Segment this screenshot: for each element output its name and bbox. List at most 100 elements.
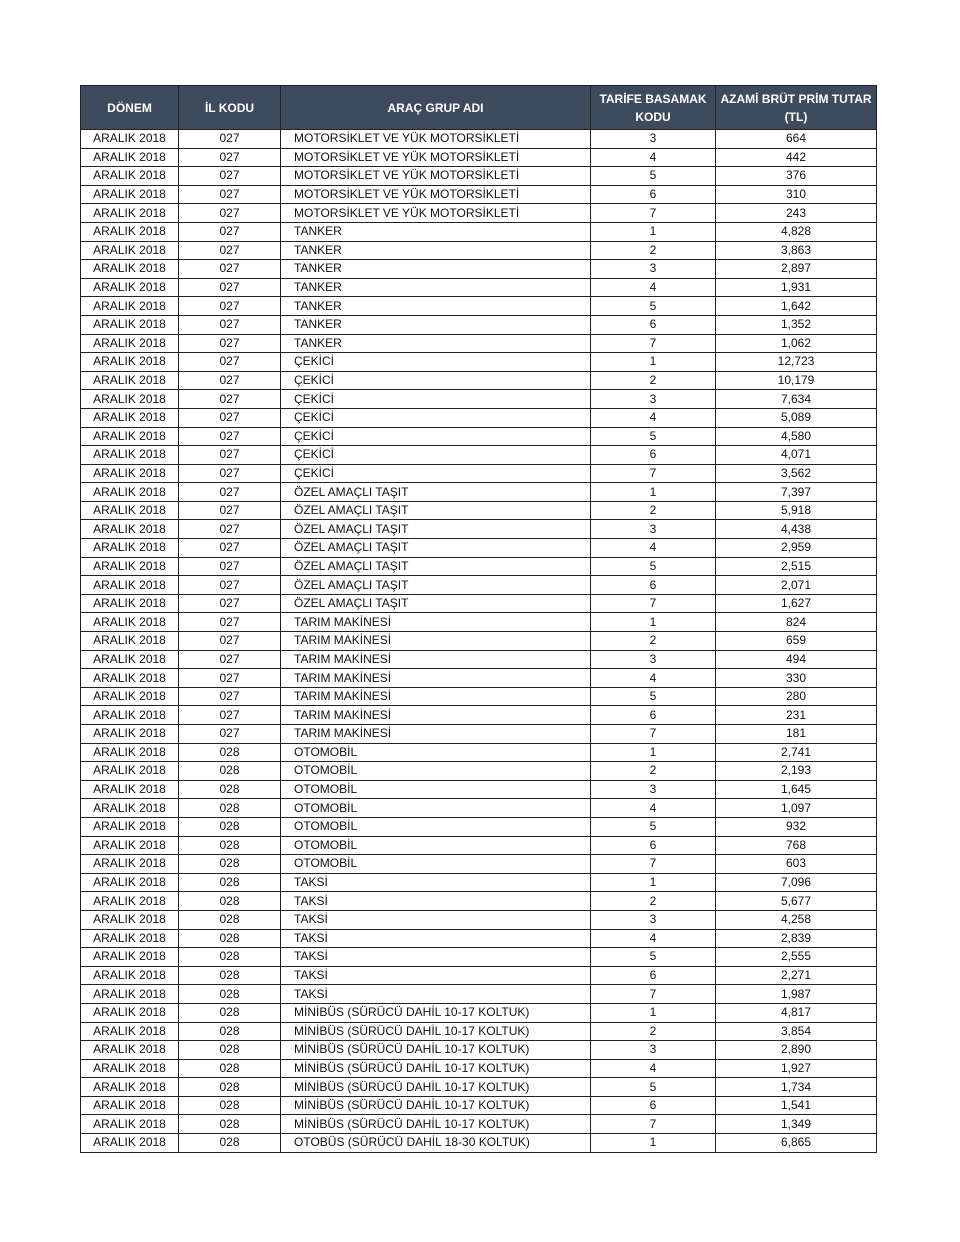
cell-prim-tutar: 1,541 [715,1095,877,1116]
cell-arac-grup-adi: TAKSİ [280,928,591,949]
cell-tarife-basamak-kodu: 1 [590,352,716,372]
table-row: ARALIK 2018 027 ÇEKİCİ 1 12,723 [80,352,877,372]
cell-donem: ARALIK 2018 [80,1077,179,1097]
cell-il-kodu: 027 [178,593,281,614]
cell-il-kodu: 027 [178,314,281,335]
cell-tarife-basamak-kodu: 4 [590,407,716,428]
cell-prim-tutar: 2,741 [715,742,877,763]
cell-il-kodu: 028 [178,965,281,986]
cell-prim-tutar: 3,863 [715,240,877,261]
cell-tarife-basamak-kodu: 5 [590,947,716,967]
cell-arac-grup-adi: TARIM MAKİNESİ [280,649,591,670]
cell-tarife-basamak-kodu: 5 [590,686,716,707]
cell-il-kodu: 028 [178,816,281,837]
cell-prim-tutar: 4,071 [715,445,877,465]
cell-il-kodu: 028 [178,1058,281,1079]
cell-arac-grup-adi: MİNİBÜS (SÜRÜCÜ DAHİL 10-17 KOLTUK) [280,1058,591,1079]
table-row: ARALIK 2018 028 MİNİBÜS (SÜRÜCÜ DAHİL 10-1… [80,1095,877,1116]
cell-tarife-basamak-kodu: 2 [590,1021,716,1042]
cell-prim-tutar: 4,258 [715,909,877,930]
cell-prim-tutar: 7,096 [715,872,877,893]
cell-il-kodu: 028 [178,1133,281,1153]
cell-arac-grup-adi: ÇEKİCİ [280,352,591,372]
table-row: ARALIK 2018 028 MİNİBÜS (SÜRÜCÜ DAHİL 10-1… [80,1058,877,1079]
table-row: ARALIK 2018 027 ÖZEL AMAÇLI TAŞIT 2 5,918 [80,500,877,521]
cell-arac-grup-adi: OTOMOBİL [280,779,591,800]
cell-donem: ARALIK 2018 [80,482,179,502]
cell-il-kodu: 027 [178,240,281,261]
table-row: ARALIK 2018 027 ÖZEL AMAÇLI TAŞIT 1 7,397 [80,482,877,502]
cell-arac-grup-adi: TAKSİ [280,984,591,1004]
table-row: ARALIK 2018 027 TARIM MAKİNESİ 5 280 [80,686,877,707]
cell-donem: ARALIK 2018 [80,835,179,856]
cell-il-kodu: 027 [178,612,281,633]
cell-donem: ARALIK 2018 [80,519,179,540]
cell-arac-grup-adi: MİNİBÜS (SÜRÜCÜ DAHİL 10-17 KOLTUK) [280,1077,591,1097]
cell-donem: ARALIK 2018 [80,1114,179,1135]
cell-il-kodu: 027 [178,556,281,577]
cell-donem: ARALIK 2018 [80,984,179,1004]
cell-tarife-basamak-kodu: 5 [590,816,716,837]
cell-donem: ARALIK 2018 [80,184,179,205]
cell-il-kodu: 028 [178,1095,281,1116]
cell-il-kodu: 027 [178,129,281,149]
cell-arac-grup-adi: MOTORSİKLET VE YÜK MOTORSİKLETİ [280,166,591,186]
cell-prim-tutar: 5,677 [715,891,877,911]
cell-il-kodu: 027 [178,463,281,484]
cell-arac-grup-adi: TARIM MAKİNESİ [280,686,591,707]
cell-il-kodu: 028 [178,984,281,1004]
cell-arac-grup-adi: TAKSİ [280,965,591,986]
table-row: ARALIK 2018 028 TAKSİ 1 7,096 [80,872,877,893]
cell-prim-tutar: 1,987 [715,984,877,1004]
table-row: ARALIK 2018 028 MİNİBÜS (SÜRÜCÜ DAHİL 10-1… [80,1114,877,1135]
cell-tarife-basamak-kodu: 3 [590,259,716,279]
table-row: ARALIK 2018 027 ÇEKİCİ 3 7,634 [80,389,877,409]
cell-arac-grup-adi: TAKSİ [280,909,591,930]
cell-donem: ARALIK 2018 [80,556,179,577]
cell-prim-tutar: 4,438 [715,519,877,540]
cell-il-kodu: 028 [178,909,281,930]
cell-il-kodu: 027 [178,166,281,186]
cell-il-kodu: 027 [178,500,281,521]
cell-il-kodu: 027 [178,668,281,688]
cell-donem: ARALIK 2018 [80,538,179,558]
cell-prim-tutar: 10,179 [715,370,877,391]
cell-prim-tutar: 2,271 [715,965,877,986]
cell-tarife-basamak-kodu: 1 [590,872,716,893]
cell-prim-tutar: 3,854 [715,1021,877,1042]
cell-prim-tutar: 2,515 [715,556,877,577]
cell-il-kodu: 028 [178,1114,281,1135]
cell-arac-grup-adi: TANKER [280,221,591,242]
table-row: ARALIK 2018 027 TARIM MAKİNESİ 6 231 [80,705,877,725]
table-row: ARALIK 2018 027 ÇEKİCİ 5 4,580 [80,426,877,447]
table-row: ARALIK 2018 027 ÖZEL AMAÇLI TAŞIT 4 2,959 [80,538,877,558]
cell-donem: ARALIK 2018 [80,203,179,223]
cell-tarife-basamak-kodu: 6 [590,314,716,335]
cell-donem: ARALIK 2018 [80,445,179,465]
cell-prim-tutar: 1,734 [715,1077,877,1097]
cell-prim-tutar: 2,193 [715,761,877,781]
cell-donem: ARALIK 2018 [80,575,179,595]
table-row: ARALIK 2018 028 OTOMOBİL 2 2,193 [80,761,877,781]
cell-prim-tutar: 2,839 [715,928,877,949]
cell-tarife-basamak-kodu: 3 [590,909,716,930]
cell-donem: ARALIK 2018 [80,649,179,670]
cell-tarife-basamak-kodu: 6 [590,184,716,205]
cell-il-kodu: 027 [178,184,281,205]
table-row: ARALIK 2018 027 TANKER 3 2,897 [80,259,877,279]
cell-il-kodu: 028 [178,798,281,818]
cell-donem: ARALIK 2018 [80,909,179,930]
cell-donem: ARALIK 2018 [80,407,179,428]
cell-arac-grup-adi: TAKSİ [280,947,591,967]
cell-donem: ARALIK 2018 [80,500,179,521]
cell-prim-tutar: 231 [715,705,877,725]
cell-tarife-basamak-kodu: 5 [590,556,716,577]
cell-prim-tutar: 2,555 [715,947,877,967]
table-row: ARALIK 2018 028 TAKSİ 7 1,987 [80,984,877,1004]
cell-prim-tutar: 243 [715,203,877,223]
cell-arac-grup-adi: TARIM MAKİNESİ [280,705,591,725]
cell-donem: ARALIK 2018 [80,798,179,818]
header-azami-brut-prim-tutar: AZAMİ BRÜT PRİM TUTAR (TL) [715,85,877,130]
cell-donem: ARALIK 2018 [80,1095,179,1116]
cell-il-kodu: 027 [178,426,281,447]
